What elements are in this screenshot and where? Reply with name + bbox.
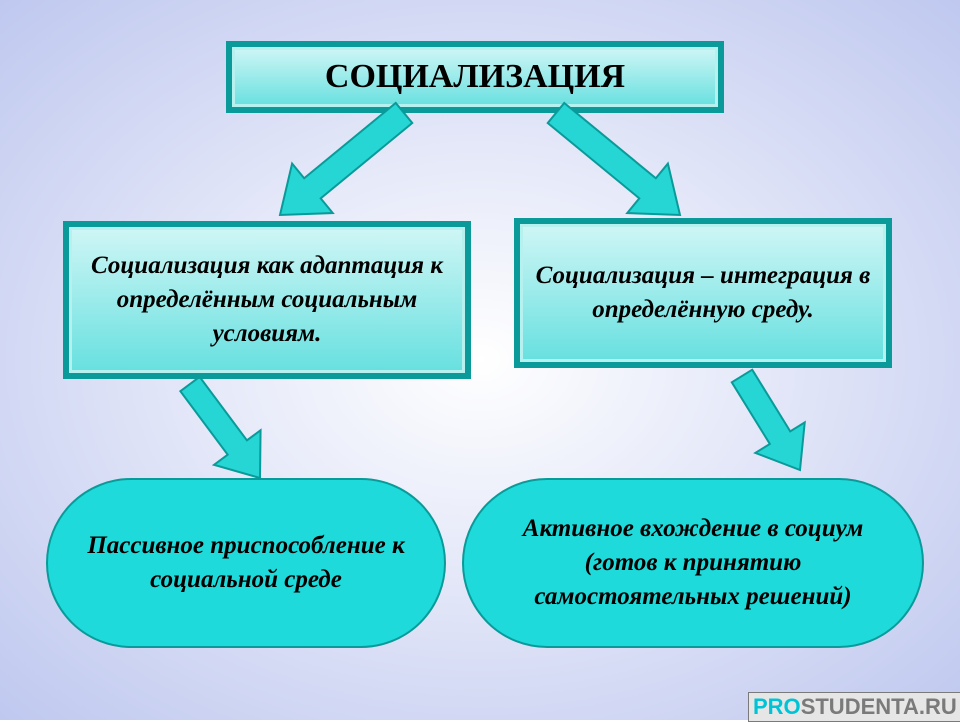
diagram-canvas: СОЦИАЛИЗАЦИЯ Социализация как адаптация …	[0, 0, 960, 720]
watermark: PROSTUDENTA.RU	[748, 692, 960, 722]
watermark-rest: STUDENTA.RU	[801, 694, 957, 719]
box-integration: Социализация – интеграция в определённую…	[514, 218, 892, 368]
box-adaptation: Социализация как адаптация к определённы…	[63, 221, 471, 379]
watermark-pro: PRO	[753, 694, 801, 719]
pill-passive-text: Пассивное приспособление к социальной ср…	[68, 529, 424, 597]
pill-active-text: Активное вхождение в социум (готов к при…	[484, 512, 902, 613]
box-adaptation-text: Социализация как адаптация к определённы…	[79, 249, 455, 350]
pill-active: Активное вхождение в социум (готов к при…	[462, 478, 924, 648]
pill-passive: Пассивное приспособление к социальной ср…	[46, 478, 446, 648]
box-integration-text: Социализация – интеграция в определённую…	[530, 259, 876, 327]
